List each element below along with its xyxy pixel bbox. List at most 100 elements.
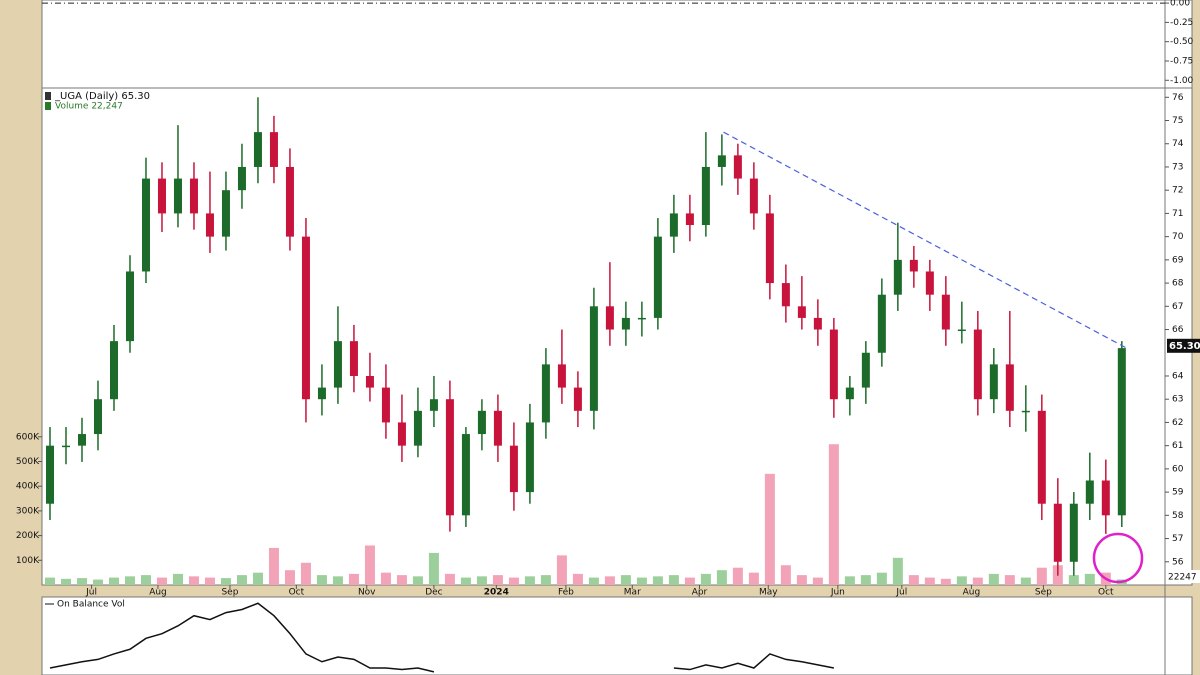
candle-body: [365, 375, 374, 388]
volume-bar: [444, 573, 455, 585]
x-tick-label: Apr: [692, 588, 708, 598]
candle-body: [605, 306, 614, 330]
candle-body: [653, 236, 662, 318]
y-tick-label: -0.50: [1170, 37, 1194, 47]
candle-body: [669, 213, 678, 237]
y-tick-label: -0.75: [1170, 56, 1193, 66]
candle-body: [813, 317, 822, 330]
candle-body: [77, 434, 86, 446]
volume-bar: [556, 555, 567, 585]
volume-bar: [1084, 573, 1095, 585]
y-tick-label: 66: [1172, 325, 1184, 335]
x-tick-label: May: [759, 588, 778, 598]
candle-body: [573, 387, 582, 411]
volume-bar: [1036, 567, 1047, 585]
candle-body: [109, 341, 118, 400]
volume-bar: [252, 572, 263, 585]
volume-bar: [716, 570, 727, 585]
x-tick-label: Sep: [221, 588, 238, 598]
candle-body: [429, 399, 438, 411]
candle-body: [253, 132, 262, 167]
y-tick-label: 0.00: [1170, 0, 1190, 9]
candle-body: [285, 166, 294, 237]
x-tick-label: Mar: [624, 588, 641, 598]
volume-bar: [172, 573, 183, 585]
x-tick-label: Jul: [895, 588, 907, 598]
obv-panel: [41, 596, 1193, 675]
indicator-panel: [41, 0, 1193, 89]
volume-bar: [956, 576, 967, 585]
volume-bar: [396, 575, 407, 585]
volume-bar: [428, 552, 439, 585]
volume-bar: [780, 565, 791, 585]
volume-bar: [828, 444, 839, 585]
candle-body: [1005, 364, 1014, 411]
volume-bar: [652, 576, 663, 585]
y-tick-label: 75: [1172, 116, 1183, 126]
y-tick-label: 70: [1172, 232, 1184, 242]
y-tick-label: 67: [1172, 302, 1183, 312]
volume-bar: [140, 575, 151, 585]
price-panel: [41, 87, 1193, 586]
y-tick-label: 72: [1172, 186, 1183, 196]
y-tick-label: -1.00: [1170, 76, 1194, 86]
volume-bar: [76, 578, 87, 585]
volume-bar: [748, 572, 759, 585]
candle-body: [909, 259, 918, 272]
candle-body: [141, 178, 150, 272]
candle-body: [1053, 503, 1062, 562]
volume-bar: [636, 577, 647, 585]
volume-bar: [668, 575, 679, 585]
volume-bar: [940, 578, 951, 585]
y-tick-label: 61: [1172, 441, 1183, 451]
candle-body: [93, 399, 102, 435]
y-tick-label: 58: [1172, 511, 1184, 521]
candle-body: [941, 294, 950, 330]
last-price-label: 65.30: [1169, 341, 1200, 352]
volume-bar: [364, 545, 375, 585]
y-tick-label: 74: [1172, 139, 1184, 149]
x-tick-label: Dec: [425, 588, 442, 598]
x-tick-label: Oct: [289, 588, 305, 598]
volume-bar: [588, 577, 599, 585]
volume-bar: [988, 573, 999, 585]
price-legend: _UGA (Daily) 65.30: [54, 91, 150, 102]
volume-bar: [124, 576, 135, 585]
candle-body: [221, 190, 230, 237]
obv-legend: On Balance Vol: [57, 600, 125, 610]
candle-body: [317, 387, 326, 400]
volume-bar: [316, 575, 327, 585]
y-tick-label: 59: [1172, 488, 1184, 498]
volume-bar: [620, 575, 631, 585]
volume-bar: [188, 576, 199, 585]
volume-bar: [380, 572, 391, 585]
volume-bar: [156, 577, 167, 585]
volume-bar: [684, 577, 695, 585]
candle-body: [125, 271, 134, 342]
candle-body: [1037, 410, 1046, 504]
volume-bar: [348, 573, 359, 585]
candle-body: [893, 259, 902, 295]
volume-legend: Volume 22,247: [55, 102, 123, 112]
candle-body: [701, 166, 710, 226]
volume-bar: [108, 577, 119, 585]
y-tick-label: 62: [1172, 418, 1183, 428]
volume-tick-label: 200K: [16, 531, 40, 541]
candle-body: [349, 341, 358, 376]
volume-bar: [412, 576, 423, 585]
x-tick-label: Nov: [358, 588, 376, 598]
volume-bar: [236, 575, 247, 585]
volume-bar: [1068, 575, 1079, 585]
candle-body: [829, 329, 838, 400]
candle-body: [717, 155, 726, 167]
volume-bar: [812, 577, 823, 585]
volume-bar: [876, 572, 887, 585]
volume-tick-label: 100K: [16, 556, 40, 566]
trendline: [723, 131, 1127, 349]
volume-bar: [924, 577, 935, 585]
volume-bar: [700, 573, 711, 585]
candle-body: [413, 410, 422, 446]
candle-body: [237, 166, 246, 191]
candle-body: [765, 213, 774, 284]
